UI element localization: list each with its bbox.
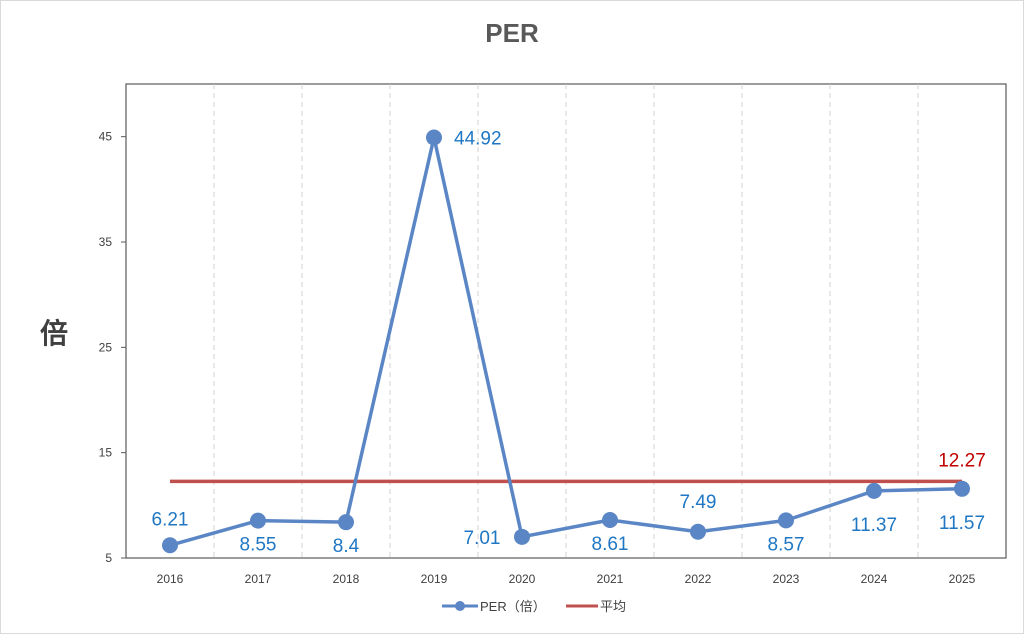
per-data-point bbox=[162, 537, 178, 554]
x-tick-label: 2019 bbox=[421, 572, 448, 586]
y-tick-label: 35 bbox=[99, 235, 113, 249]
data-label: 11.57 bbox=[939, 513, 985, 534]
y-tick-label: 25 bbox=[99, 340, 113, 354]
legend-item-per: PER（倍） bbox=[440, 596, 546, 615]
per-data-point bbox=[426, 129, 442, 146]
data-label: 6.21 bbox=[152, 509, 189, 530]
y-axis-label: 倍 bbox=[40, 318, 69, 349]
legend-item-average: 平均 bbox=[564, 596, 626, 615]
x-tick-label: 2022 bbox=[685, 572, 712, 586]
per-data-point bbox=[954, 480, 970, 497]
x-tick-label: 2024 bbox=[861, 572, 888, 586]
average-label: 12.27 bbox=[938, 450, 986, 471]
x-tick-label: 2016 bbox=[157, 572, 184, 586]
legend-line-marker-icon bbox=[442, 600, 478, 611]
legend-line-icon bbox=[566, 604, 598, 607]
per-data-point bbox=[250, 512, 266, 529]
x-tick-label: 2021 bbox=[597, 572, 624, 586]
data-label: 7.49 bbox=[680, 492, 717, 513]
data-label: 7.01 bbox=[464, 528, 501, 549]
y-tick-label: 45 bbox=[99, 130, 113, 144]
per-data-point bbox=[778, 512, 794, 529]
data-label: 8.61 bbox=[592, 534, 629, 555]
per-data-point bbox=[602, 511, 618, 528]
x-tick-label: 2018 bbox=[333, 572, 360, 586]
x-tick-label: 2023 bbox=[773, 572, 800, 586]
data-label: 11.37 bbox=[851, 515, 897, 536]
per-series-line bbox=[169, 135, 963, 547]
per-data-point bbox=[338, 514, 354, 531]
data-label: 44.92 bbox=[454, 129, 502, 150]
per-data-point bbox=[866, 482, 882, 499]
x-tick-label: 2017 bbox=[245, 572, 272, 586]
data-label: 8.4 bbox=[333, 536, 360, 557]
x-tick-label: 2020 bbox=[509, 572, 536, 586]
per-data-point bbox=[690, 523, 706, 540]
per-data-point bbox=[514, 528, 530, 545]
x-tick-label: 2025 bbox=[949, 572, 976, 586]
data-label: 8.55 bbox=[240, 535, 277, 556]
chart-title: PER bbox=[485, 18, 539, 48]
legend-label-average: 平均 bbox=[600, 599, 627, 614]
legend-label-per: PER（倍） bbox=[480, 599, 546, 614]
y-tick-label: 15 bbox=[99, 446, 113, 460]
y-tick-label: 5 bbox=[105, 551, 112, 565]
legend: PER（倍） 平均 bbox=[0, 596, 1024, 618]
data-label: 8.57 bbox=[768, 534, 805, 555]
